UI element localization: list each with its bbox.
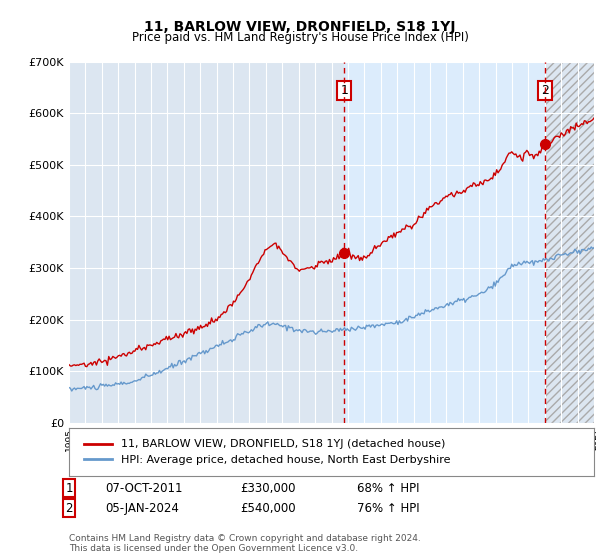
Text: 1: 1 xyxy=(340,84,348,97)
Text: 2: 2 xyxy=(541,84,549,97)
Text: 1: 1 xyxy=(65,482,73,494)
Text: £330,000: £330,000 xyxy=(240,482,296,494)
Text: Price paid vs. HM Land Registry's House Price Index (HPI): Price paid vs. HM Land Registry's House … xyxy=(131,31,469,44)
Text: 07-OCT-2011: 07-OCT-2011 xyxy=(105,482,182,494)
Text: £540,000: £540,000 xyxy=(240,502,296,515)
Text: 68% ↑ HPI: 68% ↑ HPI xyxy=(357,482,419,494)
Text: 76% ↑ HPI: 76% ↑ HPI xyxy=(357,502,419,515)
Bar xyxy=(545,62,594,423)
Text: 05-JAN-2024: 05-JAN-2024 xyxy=(105,502,179,515)
Bar xyxy=(545,62,594,423)
Text: Contains HM Land Registry data © Crown copyright and database right 2024.
This d: Contains HM Land Registry data © Crown c… xyxy=(69,534,421,553)
Legend: 11, BARLOW VIEW, DRONFIELD, S18 1YJ (detached house), HPI: Average price, detach: 11, BARLOW VIEW, DRONFIELD, S18 1YJ (det… xyxy=(80,435,455,469)
Text: 11, BARLOW VIEW, DRONFIELD, S18 1YJ: 11, BARLOW VIEW, DRONFIELD, S18 1YJ xyxy=(144,20,456,34)
Text: 2: 2 xyxy=(65,502,73,515)
Bar xyxy=(344,62,545,423)
Bar xyxy=(545,62,594,423)
